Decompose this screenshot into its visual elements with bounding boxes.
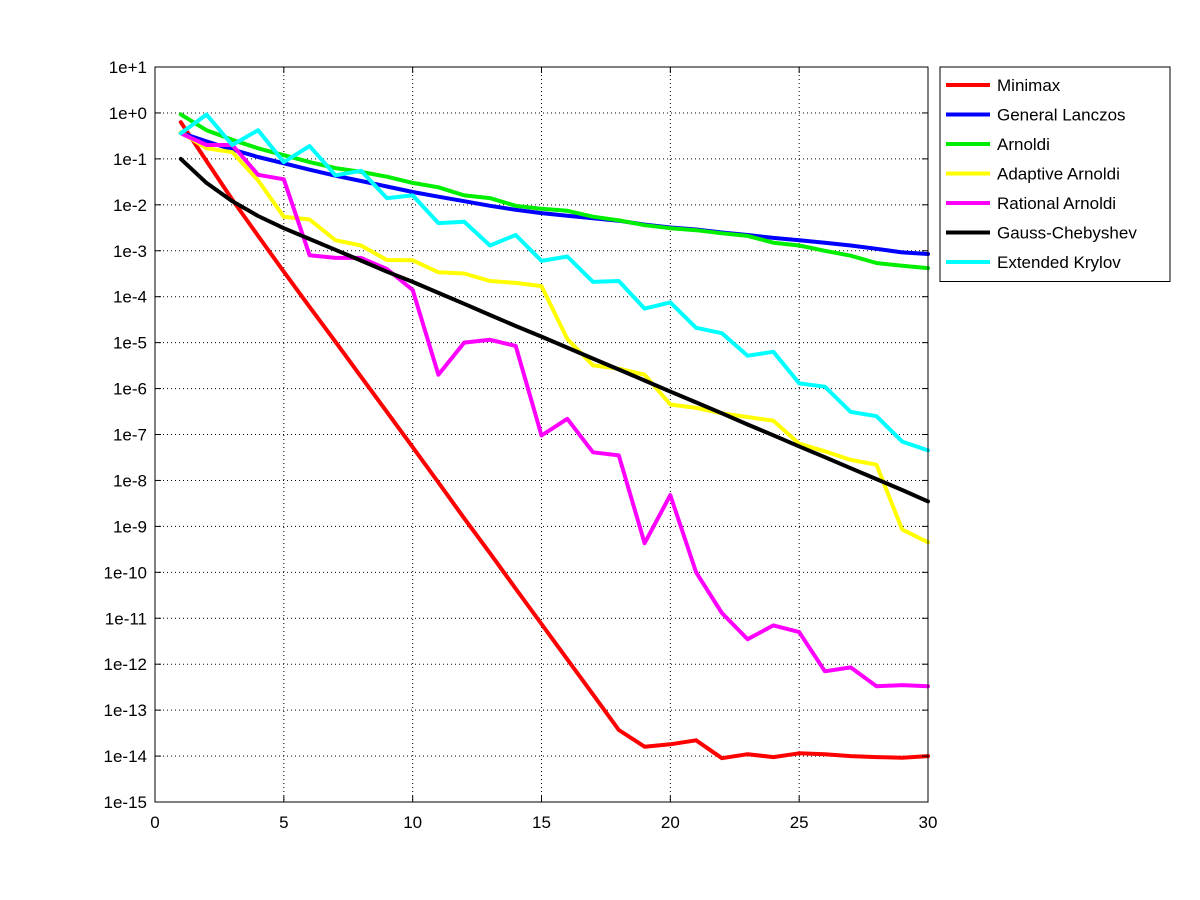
x-tick-label: 0 <box>150 813 159 832</box>
x-tick-label: 30 <box>919 813 938 832</box>
series-line-adaptive-arnoldi <box>178 130 930 545</box>
y-tick-label: 1e-15 <box>104 793 147 812</box>
series-line-gauss-chebyshev <box>178 156 930 504</box>
legend-label: Rational Arnoldi <box>997 194 1116 213</box>
legend-label: General Lanczos <box>997 106 1126 125</box>
y-tick-label: 1e+0 <box>109 104 147 123</box>
y-tick-label: 1e-12 <box>104 655 147 674</box>
y-tick-label: 1e-7 <box>113 426 147 445</box>
y-tick-label: 1e-2 <box>113 196 147 215</box>
y-tick-label: 1e-10 <box>104 563 147 582</box>
legend-label: Minimax <box>997 76 1061 95</box>
y-tick-label: 1e-5 <box>113 334 147 353</box>
x-tick-label: 10 <box>403 813 422 832</box>
series-line-general-lanczos <box>178 130 930 256</box>
y-tick-label: 1e-11 <box>105 609 147 628</box>
y-tick-label: 1e-6 <box>113 380 147 399</box>
y-tick-label: 1e-9 <box>113 517 147 536</box>
series-lines <box>178 112 930 761</box>
x-tick-label: 5 <box>279 813 288 832</box>
y-tick-label: 1e-1 <box>113 150 147 169</box>
y-tick-label: 1e+1 <box>109 58 147 77</box>
legend-label: Gauss-Chebyshev <box>997 224 1137 243</box>
legend: Minimax General Lanczos Arnoldi Adaptive Ar… <box>939 66 1171 282</box>
legend-label: Adaptive Arnoldi <box>997 165 1120 184</box>
axis-ticks: 0 5 10 15 20 25 30 1e+1 1e+0 1e-1 1e-2 1e-3 1e-4 1e-5… <box>104 58 938 832</box>
x-tick-label: 15 <box>532 813 551 832</box>
series-line-rational-arnoldi <box>178 131 930 689</box>
grid-lines <box>155 67 928 802</box>
series-line-arnoldi <box>178 112 930 271</box>
y-tick-label: 1e-13 <box>104 701 147 720</box>
series-line-extended-krylov <box>178 112 930 453</box>
y-tick-label: 1e-3 <box>113 242 147 261</box>
legend-label: Arnoldi <box>997 135 1050 154</box>
legend-label: Extended Krylov <box>997 253 1121 272</box>
x-tick-label: 20 <box>661 813 680 832</box>
series-line-minimax <box>178 120 930 761</box>
y-tick-label: 1e-14 <box>104 747 147 766</box>
y-tick-label: 1e-8 <box>113 471 147 490</box>
y-tick-label: 1e-4 <box>113 288 147 307</box>
x-tick-label: 25 <box>790 813 809 832</box>
